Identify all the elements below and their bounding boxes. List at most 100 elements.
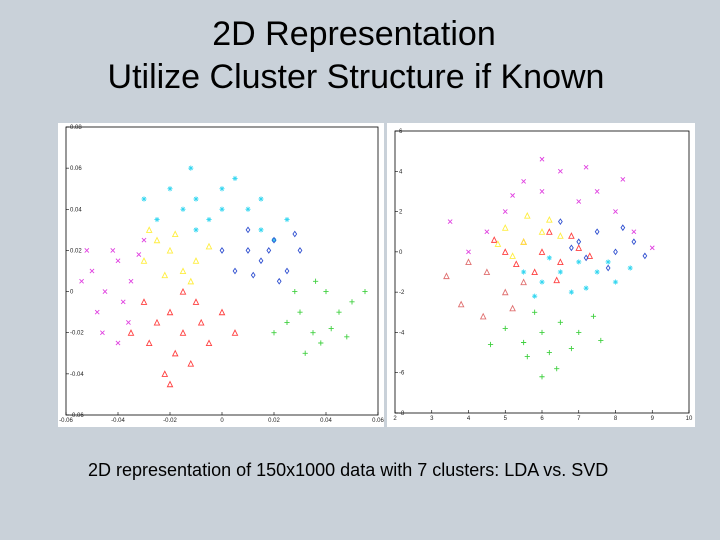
data-point [539, 189, 545, 194]
data-point [501, 224, 509, 231]
data-point [258, 227, 264, 233]
data-point [284, 216, 290, 223]
data-point [576, 329, 582, 336]
data-point [590, 313, 597, 319]
cluster-series-1 [490, 228, 594, 284]
data-point [631, 229, 637, 235]
data-point [271, 236, 277, 244]
data-point [509, 304, 516, 312]
data-point [349, 299, 355, 305]
data-point [245, 226, 251, 234]
data-point [594, 189, 600, 194]
x-tick-label: 0.04 [320, 418, 332, 424]
data-point [120, 299, 126, 305]
data-point [161, 271, 169, 279]
data-point [512, 260, 520, 267]
data-point [538, 228, 546, 235]
data-point [546, 255, 552, 261]
data-point [568, 345, 574, 352]
cluster-series-4 [271, 278, 368, 356]
svd-scatter-plot: 2 3 4 5 6 7 8 9 10 -8 -6 -4 -2 0 2 4 6 [393, 129, 693, 422]
y-tick-label: -0.04 [70, 372, 84, 378]
data-point [631, 238, 637, 246]
data-point [583, 285, 589, 291]
y-tick-label: 0 [70, 290, 74, 296]
data-point [192, 298, 200, 305]
data-point [292, 230, 298, 238]
slide-title-line2: Utilize Cluster Structure if Known [107, 58, 605, 96]
svd-scatter-panel: 2 3 4 5 6 7 8 9 10 -8 -6 -4 -2 0 2 4 6 [387, 123, 695, 427]
data-point [100, 330, 105, 336]
data-point [323, 288, 329, 295]
y-tick-label: 0.02 [70, 248, 82, 254]
y-tick-label: -8 [399, 411, 405, 417]
y-tick-label: -4 [399, 330, 405, 336]
data-point [557, 319, 563, 325]
data-point [583, 164, 589, 170]
data-point [180, 206, 186, 212]
data-point [167, 186, 173, 192]
y-tick-label: 0.08 [70, 125, 82, 131]
data-point [89, 268, 95, 274]
data-point [297, 247, 303, 254]
cluster-series-5 [447, 156, 655, 255]
data-point [649, 245, 655, 251]
data-point [538, 248, 546, 255]
data-point [166, 380, 174, 388]
data-point [218, 308, 226, 316]
data-point [232, 267, 238, 275]
data-point [546, 349, 552, 356]
data-point [94, 309, 100, 315]
data-point [197, 318, 205, 326]
x-tick-label: 6 [540, 416, 544, 422]
data-point [576, 259, 582, 265]
data-point [302, 350, 308, 356]
data-point [310, 330, 316, 336]
data-point [620, 224, 626, 232]
data-point [141, 196, 147, 202]
data-point [521, 178, 527, 184]
y-tick-label: 0.04 [70, 207, 82, 213]
data-point [557, 232, 564, 239]
data-point [102, 289, 108, 294]
data-point [509, 252, 516, 259]
data-point [193, 196, 199, 202]
data-point [171, 349, 179, 357]
y-tick-label: 4 [399, 169, 403, 175]
plot-frame [65, 126, 379, 416]
data-point [250, 271, 256, 279]
data-point [297, 309, 303, 315]
data-point [179, 267, 187, 275]
data-point [605, 264, 611, 272]
data-point [568, 232, 575, 239]
data-point [575, 244, 583, 251]
data-point [179, 287, 187, 295]
data-point [642, 252, 648, 260]
data-point [532, 309, 538, 315]
data-point [576, 238, 582, 246]
data-point [524, 354, 530, 360]
data-point [206, 216, 212, 223]
data-point [605, 259, 611, 265]
data-point [284, 319, 290, 326]
cluster-series-4 [487, 309, 604, 380]
data-point [336, 309, 342, 315]
data-point [558, 218, 563, 226]
slide-caption: 2D representation of 150x1000 data with … [88, 460, 609, 480]
data-point [479, 312, 487, 320]
data-point [546, 216, 553, 223]
data-point [598, 337, 604, 344]
data-point [557, 168, 563, 174]
slide-title-line1: 2D Representation [212, 15, 496, 53]
data-point [232, 175, 238, 182]
data-point [110, 248, 116, 253]
data-point [188, 165, 194, 171]
x-tick-label: 7 [577, 416, 581, 422]
data-point [484, 229, 490, 235]
data-point [487, 341, 494, 348]
data-point [271, 237, 277, 243]
data-point [539, 374, 545, 380]
data-point [161, 370, 169, 377]
data-point [127, 329, 135, 336]
data-point [292, 288, 298, 295]
